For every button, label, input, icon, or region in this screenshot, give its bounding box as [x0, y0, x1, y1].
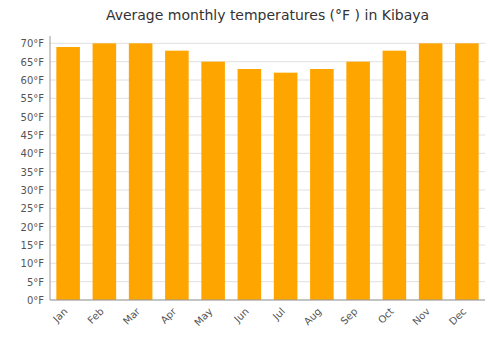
y-tick-label: 10°F: [21, 258, 45, 269]
y-tick-label: 30°F: [21, 185, 45, 196]
x-tick-label: Jun: [231, 306, 251, 326]
chart-container: Average monthly temperatures (°F ) in Ki…: [0, 0, 500, 350]
bar: [93, 43, 117, 300]
bar: [383, 51, 407, 300]
y-tick-label: 0°F: [27, 295, 44, 306]
x-tick-label: Mar: [121, 305, 143, 327]
y-tick-label: 5°F: [27, 277, 44, 288]
y-tick-label: 70°F: [21, 38, 45, 49]
bar: [419, 43, 443, 300]
y-tick-label: 65°F: [21, 57, 45, 68]
y-tick-label: 60°F: [21, 75, 45, 86]
bar: [238, 69, 262, 300]
bar: [274, 73, 298, 300]
chart-svg: Average monthly temperatures (°F ) in Ki…: [0, 0, 500, 350]
x-axis-line: [50, 300, 485, 301]
x-tick-label: Sep: [338, 306, 359, 327]
y-axis: 0°F 5°F 10°F 15°F 20°F 25°F 30°F 35°F 40°F 45°F 50…: [21, 38, 45, 306]
y-tick-label: 45°F: [21, 130, 45, 141]
bars: [56, 43, 478, 300]
bar: [346, 62, 370, 300]
y-tick-label: 25°F: [21, 203, 45, 214]
y-tick-label: 55°F: [21, 93, 45, 104]
x-axis: Jan Feb Mar Apr May Jun Jul Aug Sep Oct Nov Dec: [50, 305, 468, 328]
x-tick-label: Oct: [376, 306, 396, 326]
y-tick-label: 50°F: [21, 112, 45, 123]
x-tick-label: Nov: [410, 306, 432, 328]
bar: [165, 51, 189, 300]
y-tick-label: 40°F: [21, 148, 45, 159]
y-tick-label: 15°F: [21, 240, 45, 251]
x-tick-label: Dec: [447, 306, 468, 327]
bar: [201, 62, 225, 300]
grid-line: [50, 300, 485, 301]
x-tick-label: Jan: [50, 306, 69, 325]
y-axis-line: [50, 36, 51, 300]
x-tick-label: Aug: [302, 306, 324, 328]
bar: [56, 47, 80, 300]
y-grid: [50, 43, 485, 300]
x-tick-label: Apr: [158, 305, 179, 326]
y-tick-label: 20°F: [21, 222, 45, 233]
chart-title: Average monthly temperatures (°F ) in Ki…: [106, 7, 429, 23]
bar: [455, 43, 479, 300]
bar: [310, 69, 334, 300]
x-tick-label: Jul: [270, 306, 287, 323]
x-tick-label: May: [192, 306, 214, 328]
x-tick-label: Feb: [85, 306, 105, 326]
y-tick-label: 35°F: [21, 167, 45, 178]
bar: [129, 43, 153, 300]
